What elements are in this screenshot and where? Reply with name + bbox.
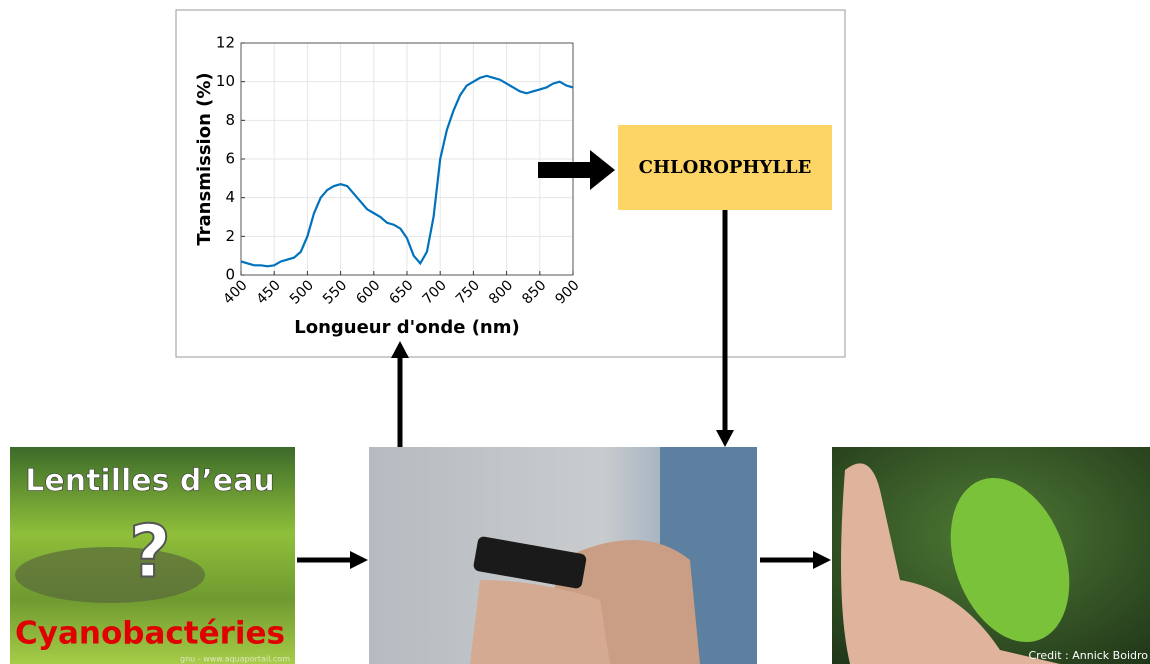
middle-image bbox=[369, 447, 757, 664]
result-label: CHLOROPHYLLE bbox=[639, 157, 812, 178]
bottom-text: Cyanobactéries bbox=[15, 616, 285, 652]
y-axis-label: Transmission (%) bbox=[194, 72, 215, 245]
arrows bbox=[297, 150, 831, 569]
x-axis-label: Longueur d'onde (nm) bbox=[294, 317, 519, 338]
y-tick-label: 0 bbox=[225, 266, 235, 284]
top-text: Lentilles d’eau bbox=[25, 464, 274, 499]
source-text: gnu - www.aquaportail.com bbox=[180, 655, 290, 664]
result-box bbox=[618, 125, 832, 210]
y-tick-label: 6 bbox=[225, 150, 235, 168]
y-tick-label: 4 bbox=[225, 188, 235, 206]
left-image: Lentilles d’eau ? Cyanobactéries gnu - w… bbox=[10, 447, 295, 664]
y-tick-label: 2 bbox=[225, 227, 235, 245]
spectrum-line bbox=[240, 74, 574, 268]
y-tick-label: 12 bbox=[216, 34, 235, 52]
y-tick-label: 10 bbox=[216, 72, 235, 90]
right-image: Credit : Annick Boidro bbox=[832, 447, 1150, 664]
question-mark: ? bbox=[129, 510, 171, 594]
y-tick-label: 8 bbox=[225, 111, 235, 129]
credit-text: Credit : Annick Boidro bbox=[1028, 649, 1148, 662]
plot-frame bbox=[240, 42, 574, 276]
